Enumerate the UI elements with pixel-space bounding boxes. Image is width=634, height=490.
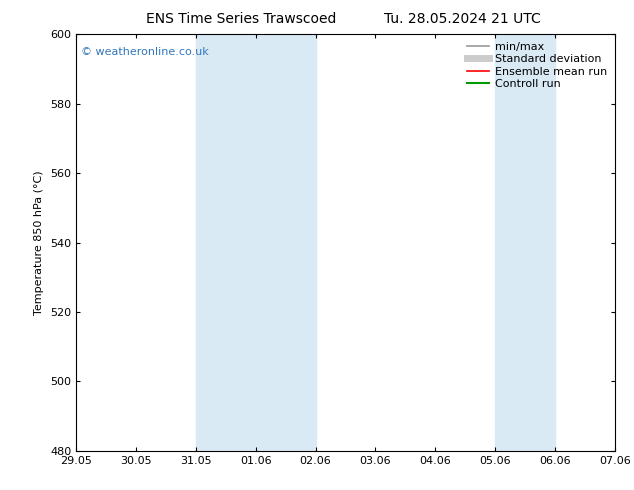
Y-axis label: Temperature 850 hPa (°C): Temperature 850 hPa (°C)	[34, 170, 44, 315]
Bar	[196, 34, 316, 451]
Text: © weatheronline.co.uk: © weatheronline.co.uk	[81, 47, 209, 57]
Bar	[495, 34, 555, 451]
Legend: min/max, Standard deviation, Ensemble mean run, Controll run: min/max, Standard deviation, Ensemble me…	[465, 40, 609, 91]
Text: Tu. 28.05.2024 21 UTC: Tu. 28.05.2024 21 UTC	[384, 12, 541, 26]
Text: ENS Time Series Trawscoed: ENS Time Series Trawscoed	[146, 12, 336, 26]
